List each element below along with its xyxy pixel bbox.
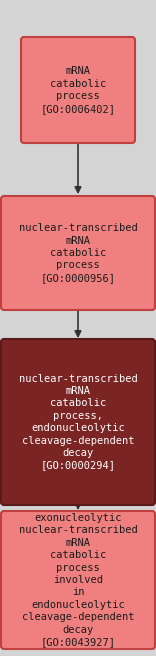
- FancyBboxPatch shape: [1, 196, 155, 310]
- Text: exonucleolytic
nuclear-transcribed
mRNA
catabolic
process
involved
in
endonucleo: exonucleolytic nuclear-transcribed mRNA …: [19, 513, 137, 647]
- Text: nuclear-transcribed
mRNA
catabolic
process
[GO:0000956]: nuclear-transcribed mRNA catabolic proce…: [19, 223, 137, 283]
- FancyBboxPatch shape: [21, 37, 135, 143]
- Text: mRNA
catabolic
process
[GO:0006402]: mRNA catabolic process [GO:0006402]: [41, 66, 115, 113]
- FancyBboxPatch shape: [1, 339, 155, 505]
- Text: nuclear-transcribed
mRNA
catabolic
process,
endonucleolytic
cleavage-dependent
d: nuclear-transcribed mRNA catabolic proce…: [19, 374, 137, 470]
- FancyBboxPatch shape: [1, 511, 155, 649]
